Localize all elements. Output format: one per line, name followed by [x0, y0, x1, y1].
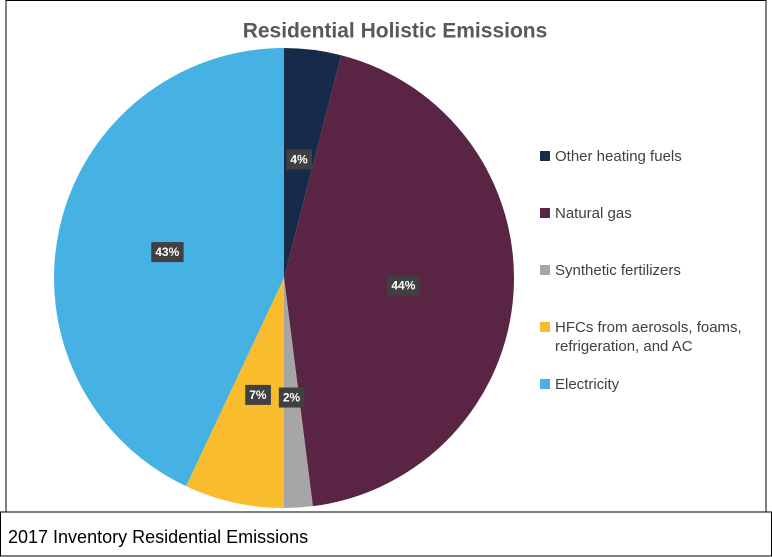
data-label: 43%: [155, 245, 179, 259]
legend-label: HFCs from aerosols, foams, refrigeration…: [555, 319, 742, 355]
legend-label: Electricity: [555, 376, 620, 393]
data-label: 44%: [391, 279, 415, 293]
caption: 2017 Inventory Residential Emissions: [8, 527, 309, 547]
legend-swatch: [540, 151, 550, 161]
data-label-box: [151, 242, 184, 263]
caption-frame: [0, 511, 772, 557]
data-label: 2%: [283, 391, 301, 405]
data-label-box: [387, 275, 420, 296]
legend-label: Natural gas: [555, 205, 632, 222]
data-label-box: [286, 149, 312, 170]
legend-swatch: [540, 265, 550, 275]
chart-title: Residential Holistic Emissions: [243, 20, 548, 43]
legend-entry: Natural gas: [540, 204, 770, 223]
legend-swatch: [540, 379, 550, 389]
data-label-box: [278, 387, 305, 408]
legend-entry: HFCs from aerosols, foams, refrigeration…: [540, 318, 770, 356]
legend-label: Synthetic fertilizers: [555, 262, 681, 279]
data-label: 4%: [290, 153, 308, 167]
legend-entry: Synthetic fertilizers: [540, 261, 770, 280]
legend-entry: Electricity: [540, 375, 770, 394]
data-label-box: [245, 384, 271, 405]
pie-slice: [284, 48, 342, 278]
pie-slice: [186, 278, 284, 508]
data-label: 7%: [249, 388, 267, 402]
legend-entry: Other heating fuels: [540, 147, 770, 166]
legend-label: Other heating fuels: [555, 148, 682, 165]
legend-swatch: [540, 208, 550, 218]
pie-slice: [54, 48, 284, 487]
legend-swatch: [540, 322, 550, 332]
